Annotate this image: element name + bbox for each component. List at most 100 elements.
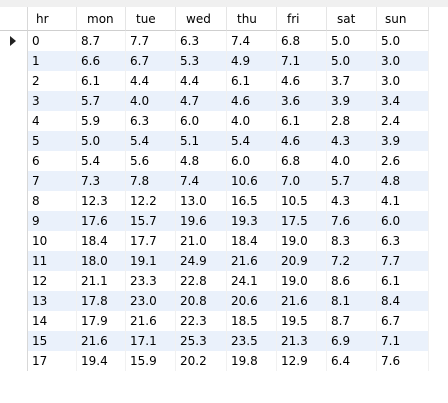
cell-sat[interactable]: 8.3 — [327, 231, 377, 251]
row-selector[interactable] — [0, 211, 28, 231]
cell-sun[interactable]: 3.0 — [377, 71, 429, 91]
cell-hr[interactable]: 4 — [28, 111, 77, 131]
cell-sun[interactable]: 6.3 — [377, 231, 429, 251]
cell-tue[interactable]: 7.8 — [126, 171, 176, 191]
cell-sat[interactable]: 3.7 — [327, 71, 377, 91]
cell-fri[interactable]: 20.9 — [277, 251, 327, 271]
cell-wed[interactable]: 25.3 — [176, 331, 227, 351]
cell-mon[interactable]: 8.7 — [77, 31, 126, 51]
row-selector[interactable] — [0, 331, 28, 351]
cell-sat[interactable]: 6.4 — [327, 351, 377, 371]
cell-sat[interactable]: 3.9 — [327, 91, 377, 111]
table-row[interactable]: 1 6.6 6.7 5.3 4.9 7.1 5.0 3.0 — [0, 51, 448, 71]
cell-mon[interactable]: 6.1 — [77, 71, 126, 91]
cell-mon[interactable]: 18.0 — [77, 251, 126, 271]
cell-wed[interactable]: 20.8 — [176, 291, 227, 311]
cell-sat[interactable]: 8.7 — [327, 311, 377, 331]
table-row[interactable]: 8 12.3 12.2 13.0 16.5 10.5 4.3 4.1 — [0, 191, 448, 211]
table-row[interactable]: 17 19.4 15.9 20.2 19.8 12.9 6.4 7.6 — [0, 351, 448, 371]
column-header-tue[interactable]: tue — [126, 7, 176, 31]
table-row[interactable]: 4 5.9 6.3 6.0 4.0 6.1 2.8 2.4 — [0, 111, 448, 131]
table-row[interactable]: 11 18.0 19.1 24.9 21.6 20.9 7.2 7.7 — [0, 251, 448, 271]
cell-hr[interactable]: 1 — [28, 51, 77, 71]
column-header-mon[interactable]: mon — [77, 7, 126, 31]
column-header-thu[interactable]: thu — [227, 7, 277, 31]
row-selector[interactable] — [0, 291, 28, 311]
column-header-sun[interactable]: sun — [377, 7, 429, 31]
cell-sun[interactable]: 3.9 — [377, 131, 429, 151]
cell-fri[interactable]: 6.8 — [277, 151, 327, 171]
cell-wed[interactable]: 13.0 — [176, 191, 227, 211]
table-row[interactable]: 6 5.4 5.6 4.8 6.0 6.8 4.0 2.6 — [0, 151, 448, 171]
cell-hr[interactable]: 6 — [28, 151, 77, 171]
cell-wed[interactable]: 6.0 — [176, 111, 227, 131]
cell-fri[interactable]: 21.3 — [277, 331, 327, 351]
column-header-wed[interactable]: wed — [176, 7, 227, 31]
cell-sun[interactable]: 4.1 — [377, 191, 429, 211]
cell-fri[interactable]: 19.0 — [277, 231, 327, 251]
table-row[interactable]: 12 21.1 23.3 22.8 24.1 19.0 8.6 6.1 — [0, 271, 448, 291]
cell-tue[interactable]: 5.6 — [126, 151, 176, 171]
cell-mon[interactable]: 17.8 — [77, 291, 126, 311]
cell-sat[interactable]: 7.2 — [327, 251, 377, 271]
cell-thu[interactable]: 6.0 — [227, 151, 277, 171]
table-row[interactable]: 15 21.6 17.1 25.3 23.5 21.3 6.9 7.1 — [0, 331, 448, 351]
cell-wed[interactable]: 24.9 — [176, 251, 227, 271]
cell-mon[interactable]: 17.6 — [77, 211, 126, 231]
cell-wed[interactable]: 7.4 — [176, 171, 227, 191]
cell-tue[interactable]: 7.7 — [126, 31, 176, 51]
column-header-sat[interactable]: sat — [327, 7, 377, 31]
cell-thu[interactable]: 19.3 — [227, 211, 277, 231]
cell-fri[interactable]: 6.1 — [277, 111, 327, 131]
cell-wed[interactable]: 20.2 — [176, 351, 227, 371]
cell-sun[interactable]: 7.1 — [377, 331, 429, 351]
cell-fri[interactable]: 17.5 — [277, 211, 327, 231]
cell-wed[interactable]: 4.4 — [176, 71, 227, 91]
row-selector[interactable] — [0, 91, 28, 111]
cell-tue[interactable]: 6.3 — [126, 111, 176, 131]
cell-hr[interactable]: 5 — [28, 131, 77, 151]
cell-wed[interactable]: 5.1 — [176, 131, 227, 151]
cell-sat[interactable]: 5.0 — [327, 31, 377, 51]
cell-hr[interactable]: 7 — [28, 171, 77, 191]
row-selector[interactable] — [0, 151, 28, 171]
row-selector[interactable] — [0, 131, 28, 151]
cell-tue[interactable]: 23.3 — [126, 271, 176, 291]
cell-hr[interactable]: 12 — [28, 271, 77, 291]
cell-tue[interactable]: 19.1 — [126, 251, 176, 271]
cell-sat[interactable]: 4.0 — [327, 151, 377, 171]
cell-thu[interactable]: 21.6 — [227, 251, 277, 271]
cell-sat[interactable]: 5.7 — [327, 171, 377, 191]
cell-thu[interactable]: 18.4 — [227, 231, 277, 251]
cell-wed[interactable]: 22.3 — [176, 311, 227, 331]
cell-mon[interactable]: 19.4 — [77, 351, 126, 371]
cell-thu[interactable]: 16.5 — [227, 191, 277, 211]
cell-sun[interactable]: 4.8 — [377, 171, 429, 191]
cell-thu[interactable]: 4.9 — [227, 51, 277, 71]
cell-sun[interactable]: 5.0 — [377, 31, 429, 51]
cell-fri[interactable]: 6.8 — [277, 31, 327, 51]
row-selector[interactable] — [0, 51, 28, 71]
cell-sun[interactable]: 7.7 — [377, 251, 429, 271]
cell-mon[interactable]: 7.3 — [77, 171, 126, 191]
cell-thu[interactable]: 23.5 — [227, 331, 277, 351]
column-header-fri[interactable]: fri — [277, 7, 327, 31]
cell-thu[interactable]: 20.6 — [227, 291, 277, 311]
cell-tue[interactable]: 15.7 — [126, 211, 176, 231]
cell-tue[interactable]: 17.1 — [126, 331, 176, 351]
cell-sun[interactable]: 2.4 — [377, 111, 429, 131]
table-row[interactable]: 2 6.1 4.4 4.4 6.1 4.6 3.7 3.0 — [0, 71, 448, 91]
cell-mon[interactable]: 5.9 — [77, 111, 126, 131]
cell-fri[interactable]: 7.1 — [277, 51, 327, 71]
table-row[interactable]: 5 5.0 5.4 5.1 5.4 4.6 4.3 3.9 — [0, 131, 448, 151]
cell-mon[interactable]: 21.1 — [77, 271, 126, 291]
cell-hr[interactable]: 13 — [28, 291, 77, 311]
cell-sat[interactable]: 7.6 — [327, 211, 377, 231]
table-row[interactable]: 0 8.7 7.7 6.3 7.4 6.8 5.0 5.0 — [0, 31, 448, 51]
cell-fri[interactable]: 7.0 — [277, 171, 327, 191]
cell-tue[interactable]: 17.7 — [126, 231, 176, 251]
cell-fri[interactable]: 4.6 — [277, 131, 327, 151]
cell-hr[interactable]: 15 — [28, 331, 77, 351]
cell-wed[interactable]: 6.3 — [176, 31, 227, 51]
cell-thu[interactable]: 10.6 — [227, 171, 277, 191]
